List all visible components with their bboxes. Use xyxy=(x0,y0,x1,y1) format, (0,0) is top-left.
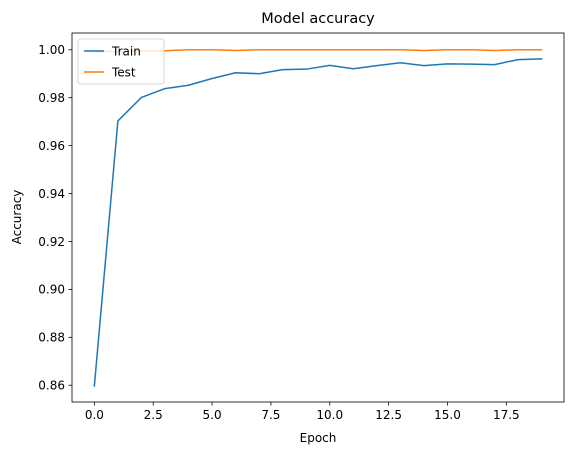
x-tick-label: 15.0 xyxy=(434,408,461,422)
y-axis: 0.86 0.88 0.90 0.92 0.94 0.96 0.98 1.00 xyxy=(38,43,72,393)
y-tick-label: 0.90 xyxy=(38,283,65,297)
x-tick-label: 17.5 xyxy=(493,408,520,422)
y-axis-label: Accuracy xyxy=(10,190,24,245)
axes-frame xyxy=(71,32,565,403)
x-tick-label: 5.0 xyxy=(203,408,222,422)
legend: Train Test xyxy=(77,38,165,85)
x-tick-label: 2.5 xyxy=(144,408,163,422)
x-tick-label: 7.5 xyxy=(261,408,280,422)
chart-title: Model accuracy xyxy=(261,11,375,27)
y-tick-label: 0.86 xyxy=(38,379,65,393)
x-tick-label: 0.0 xyxy=(85,408,104,422)
y-tick-label: 0.88 xyxy=(38,331,65,345)
y-tick-label: 1.00 xyxy=(38,43,65,57)
y-tick-label: 0.98 xyxy=(38,91,65,105)
y-tick-label: 0.92 xyxy=(38,235,65,249)
x-axis-label: Epoch xyxy=(300,431,337,445)
plot-area xyxy=(71,32,565,403)
y-tick-label: 0.96 xyxy=(38,139,65,153)
legend-label-train: Train xyxy=(111,44,141,58)
series-line-test xyxy=(93,49,543,53)
y-tick-label: 0.94 xyxy=(38,187,65,201)
legend-label-test: Test xyxy=(111,65,136,79)
x-tick-label: 12.5 xyxy=(375,408,402,422)
x-axis: 0.0 2.5 5.0 7.5 10.0 12.5 15.0 17.5 xyxy=(85,402,520,422)
series-layer xyxy=(93,49,543,387)
series-line-train xyxy=(93,58,543,387)
x-tick-label: 10.0 xyxy=(316,408,343,422)
